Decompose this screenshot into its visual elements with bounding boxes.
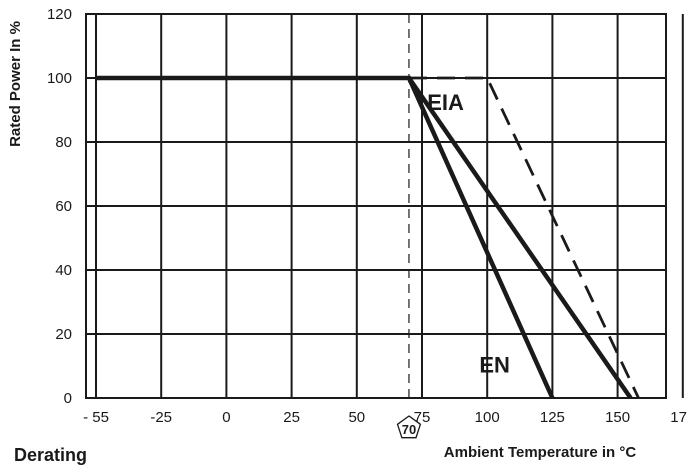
y-axis-title: Rated Power In % xyxy=(7,21,24,147)
y-tick-label: 0 xyxy=(64,390,72,407)
pentagon-marker-icon xyxy=(396,415,422,439)
x-tick-label: 0 xyxy=(222,409,230,426)
marker-70-label: 70 xyxy=(402,422,416,437)
series-line-2 xyxy=(407,76,633,400)
x-tick-label: -25 xyxy=(150,409,172,426)
marker-70: 70 xyxy=(396,415,422,439)
y-tick-label: 100 xyxy=(47,70,72,87)
x-tick-label: 150 xyxy=(605,409,630,426)
x-tick-label: - 55 xyxy=(83,409,109,426)
x-axis-title: Ambient Temperature in °C xyxy=(444,444,637,461)
series-line-1 xyxy=(96,75,555,399)
chart-title: Derating xyxy=(14,445,87,465)
x-tick-label: 50 xyxy=(348,409,365,426)
x-tick-label: 100 xyxy=(475,409,500,426)
x-tick-label: 125 xyxy=(540,409,565,426)
y-tick-label: 120 xyxy=(47,6,72,23)
y-tick-label: 80 xyxy=(55,134,72,151)
x-tick-label: 25 xyxy=(283,409,300,426)
annotation-eia: EIA xyxy=(427,90,464,115)
y-tick-label: 20 xyxy=(55,326,72,343)
x-tick-label: 175 xyxy=(670,409,687,426)
y-tick-label: 40 xyxy=(55,262,72,279)
y-tick-label: 60 xyxy=(55,198,72,215)
annotation-en: EN xyxy=(479,352,510,377)
series-line-3 xyxy=(409,76,640,399)
